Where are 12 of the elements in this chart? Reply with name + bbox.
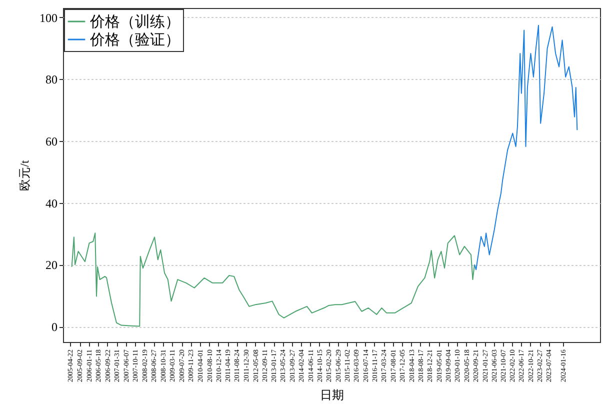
y-tick-label: 80 bbox=[46, 72, 58, 87]
x-axis-title: 日期 bbox=[320, 388, 344, 402]
line-series bbox=[474, 24, 578, 270]
y-axis-title: 欧元/t bbox=[18, 160, 32, 191]
y-tick-label: 60 bbox=[46, 134, 58, 148]
legend-label: 价格（训练） bbox=[89, 14, 180, 30]
line-series bbox=[71, 232, 475, 327]
y-tick-label: 0 bbox=[52, 320, 58, 334]
legend-label: 价格（验证） bbox=[89, 32, 180, 48]
y-tick-label: 20 bbox=[46, 258, 58, 272]
y-tick-label: 40 bbox=[46, 196, 58, 210]
y-tick-label: 100 bbox=[40, 10, 58, 25]
